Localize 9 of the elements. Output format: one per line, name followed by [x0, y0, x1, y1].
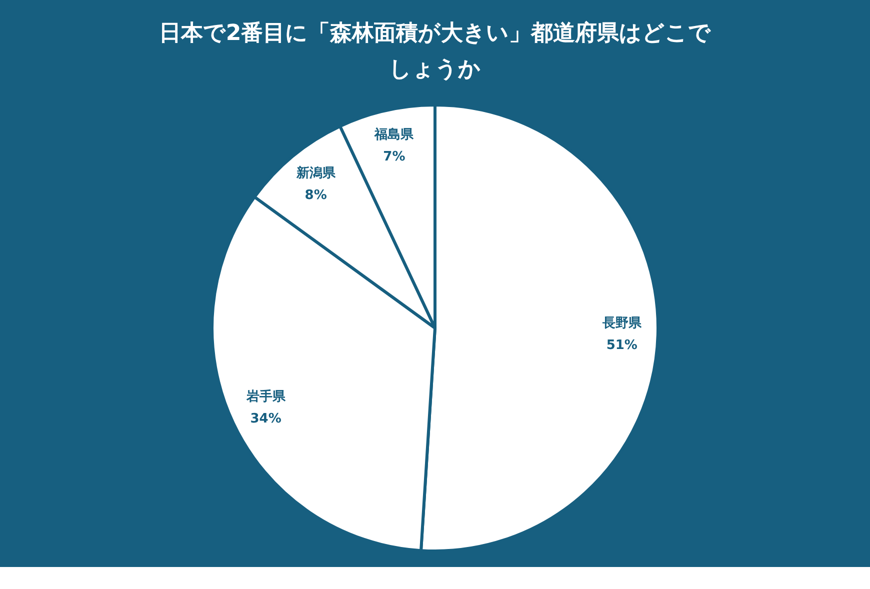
- slice-label: 福島県: [374, 126, 415, 143]
- slice-label: 長野県: [601, 316, 642, 331]
- slice-label: 岩手県: [245, 388, 286, 405]
- data-label: 34%: [250, 412, 282, 427]
- data-label: 51%: [606, 338, 638, 353]
- slice-label: 新潟県: [295, 164, 336, 181]
- data-label: 8%: [304, 188, 327, 203]
- chart-title: 日本で2番目に「森林面積が大きい」都道府県はどこでしょうか: [158, 20, 712, 82]
- data-label: 7%: [383, 150, 406, 165]
